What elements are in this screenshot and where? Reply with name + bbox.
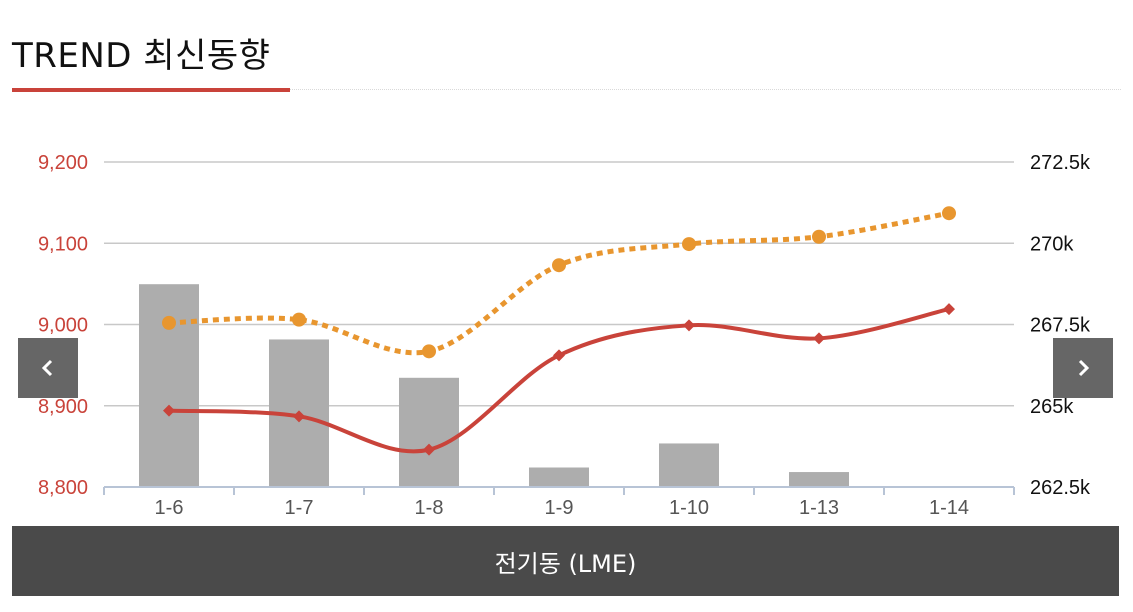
bar — [659, 443, 719, 487]
point-diamond — [943, 303, 955, 316]
point-diamond — [683, 319, 695, 332]
point-circle — [422, 344, 436, 359]
point-diamond — [813, 332, 825, 345]
y-right-tick-label: 270k — [1030, 233, 1074, 255]
y-left-tick-label: 9,000 — [38, 315, 88, 337]
chevron-right-icon — [1078, 359, 1090, 377]
y-left-tick-label: 8,900 — [38, 396, 88, 418]
x-tick-label: 1-13 — [799, 497, 839, 519]
bar — [789, 472, 849, 487]
y-left-tick-label: 9,100 — [38, 233, 88, 255]
prev-button[interactable] — [18, 338, 78, 398]
y-left-tick-label: 8,800 — [38, 477, 88, 499]
y-right-tick-label: 265k — [1030, 396, 1074, 418]
point-circle — [682, 237, 696, 252]
title-underline — [12, 88, 290, 92]
bar — [139, 284, 199, 487]
point-circle — [162, 315, 176, 330]
x-tick-label: 1-14 — [929, 497, 969, 519]
bar — [399, 377, 459, 487]
x-tick-label: 1-8 — [415, 497, 444, 519]
x-tick-label: 1-6 — [155, 497, 184, 519]
x-tick-label: 1-10 — [669, 497, 709, 519]
page-header: TREND 최신동향 — [12, 28, 270, 77]
point-diamond — [163, 404, 175, 417]
point-circle — [942, 206, 956, 221]
commodity-selector[interactable]: 전기동 (LME) — [12, 526, 1119, 596]
y-left-tick-label: 9,200 — [38, 152, 88, 174]
y-right-tick-label: 262.5k — [1030, 477, 1091, 499]
series-line-dotted — [168, 210, 950, 356]
x-tick-label: 1-9 — [545, 497, 574, 519]
x-tick-label: 1-7 — [285, 497, 314, 519]
commodity-label: 전기동 (LME) — [494, 549, 637, 578]
point-circle — [812, 229, 826, 244]
y-right-tick-label: 267.5k — [1030, 315, 1091, 337]
y-right-tick-label: 272.5k — [1030, 152, 1091, 174]
next-button[interactable] — [1053, 338, 1113, 398]
point-circle — [292, 312, 306, 327]
point-diamond — [293, 410, 305, 423]
point-diamond — [553, 349, 565, 362]
point-diamond — [423, 443, 435, 456]
chevron-left-icon — [41, 359, 53, 377]
page-title: TREND 최신동향 — [12, 36, 271, 76]
bar — [529, 467, 589, 487]
title-divider — [290, 89, 1121, 90]
point-circle — [552, 258, 566, 273]
